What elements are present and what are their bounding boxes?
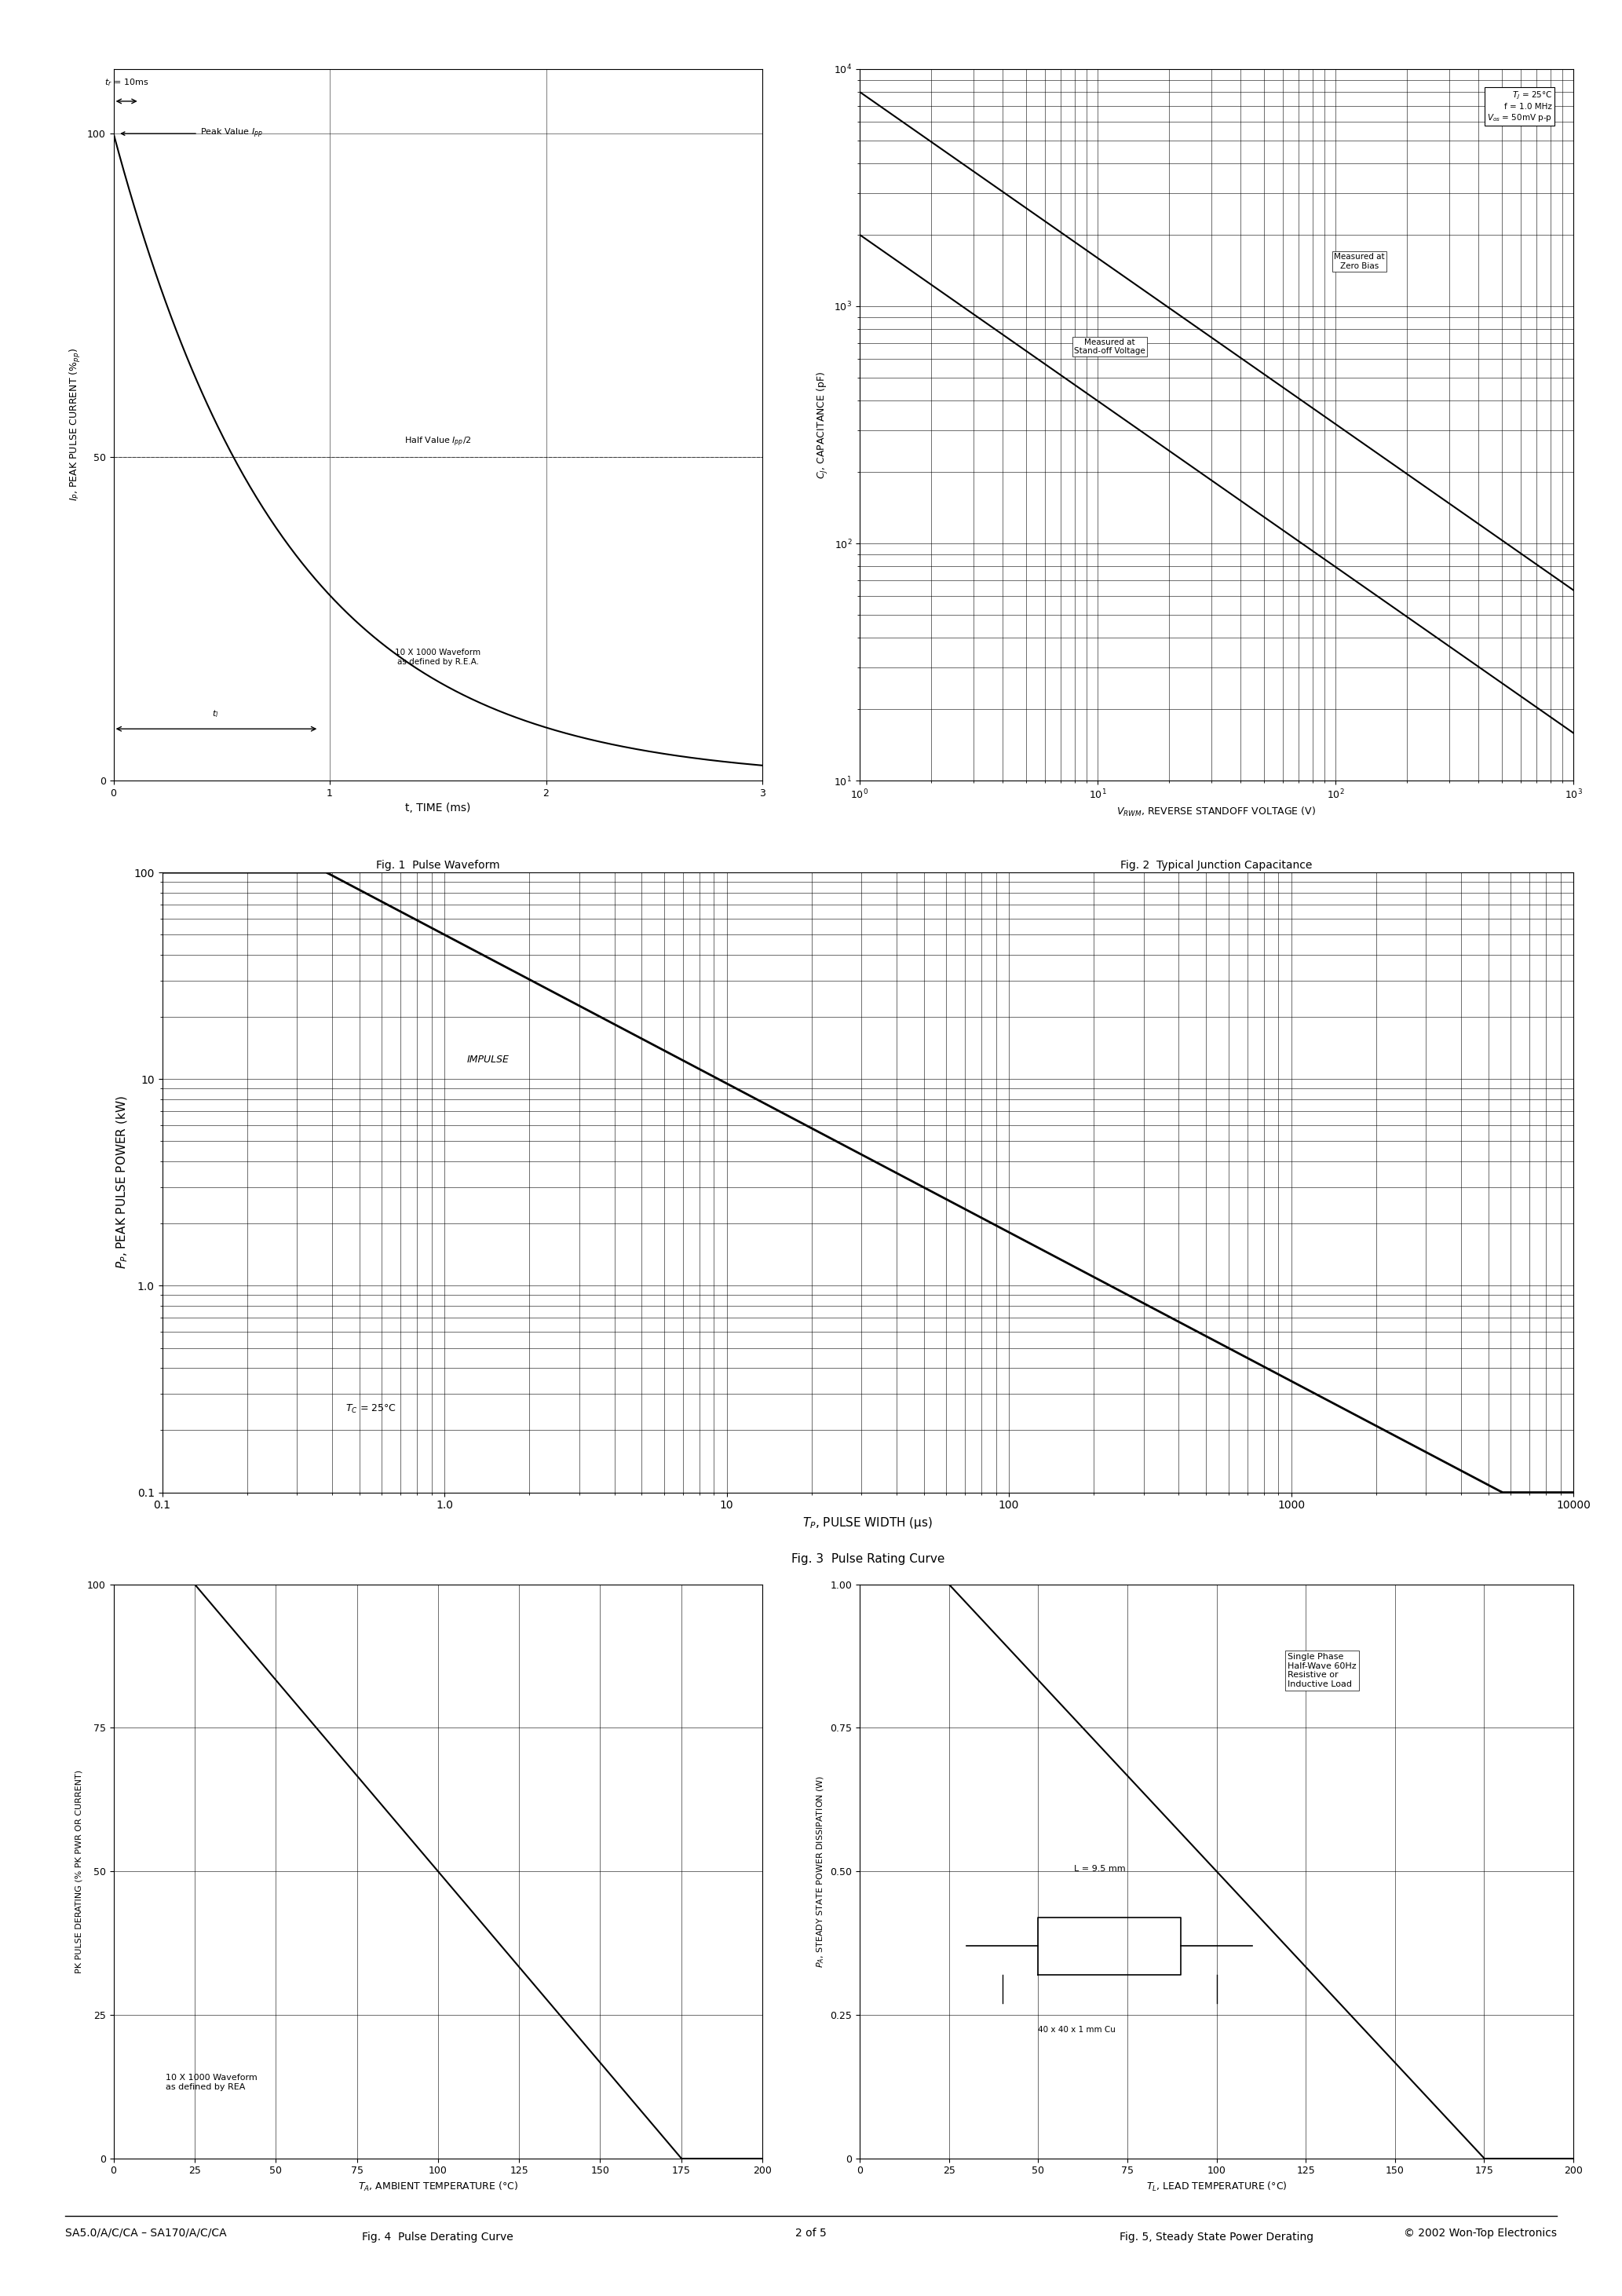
Y-axis label: $I_P$, PEAK PULSE CURRENT ($\%_{pp}$): $I_P$, PEAK PULSE CURRENT ($\%_{pp}$) [68, 349, 83, 501]
Text: IMPULSE: IMPULSE [467, 1054, 509, 1065]
Text: 40 x 40 x 1 mm Cu: 40 x 40 x 1 mm Cu [1038, 2025, 1116, 2034]
Y-axis label: $P_P$, PEAK PULSE POWER (kW): $P_P$, PEAK PULSE POWER (kW) [115, 1095, 130, 1270]
X-axis label: t, TIME (ms): t, TIME (ms) [406, 804, 470, 813]
X-axis label: $T_A$, AMBIENT TEMPERATURE (°C): $T_A$, AMBIENT TEMPERATURE (°C) [358, 2181, 517, 2193]
Text: Measured at
Zero Bias: Measured at Zero Bias [1333, 253, 1385, 269]
Y-axis label: $C_J$, CAPACITANCE (pF): $C_J$, CAPACITANCE (pF) [816, 372, 829, 478]
Text: $t_r$ = 10ms: $t_r$ = 10ms [104, 78, 149, 87]
Title: Fig. 4  Pulse Derating Curve: Fig. 4 Pulse Derating Curve [362, 2232, 514, 2243]
Text: $T_C$ = 25°C: $T_C$ = 25°C [345, 1403, 396, 1414]
Title: Fig. 3  Pulse Rating Curve: Fig. 3 Pulse Rating Curve [792, 1552, 944, 1566]
Text: Half Value $I_{pp}/2$: Half Value $I_{pp}/2$ [404, 436, 472, 448]
Text: $T_J$ = 25°C
f = 1.0 MHz
$V_{os}$ = 50mV p-p: $T_J$ = 25°C f = 1.0 MHz $V_{os}$ = 50mV… [1487, 90, 1552, 124]
Text: 2 of 5: 2 of 5 [795, 2227, 827, 2239]
Title: Fig. 1  Pulse Waveform: Fig. 1 Pulse Waveform [376, 861, 500, 870]
Text: 10 X 1000 Waveform
as defined by R.E.A.: 10 X 1000 Waveform as defined by R.E.A. [396, 650, 480, 666]
Text: $t_l$: $t_l$ [212, 707, 219, 719]
Text: L = 9.5 mm: L = 9.5 mm [1074, 1864, 1126, 1874]
X-axis label: $T_L$, LEAD TEMPERATURE (°C): $T_L$, LEAD TEMPERATURE (°C) [1147, 2181, 1286, 2193]
Y-axis label: PK PULSE DERATING (% PK PWR OR CURRENT): PK PULSE DERATING (% PK PWR OR CURRENT) [75, 1770, 83, 1972]
Text: Single Phase
Half-Wave 60Hz
Resistive or
Inductive Load: Single Phase Half-Wave 60Hz Resistive or… [1288, 1653, 1356, 1688]
Text: 10 X 1000 Waveform
as defined by REA: 10 X 1000 Waveform as defined by REA [165, 2073, 258, 2092]
Y-axis label: $P_A$, STEADY STATE POWER DISSIPATION (W): $P_A$, STEADY STATE POWER DISSIPATION (W… [814, 1775, 826, 1968]
Text: Measured at
Stand-off Voltage: Measured at Stand-off Voltage [1074, 338, 1145, 356]
Text: © 2002 Won-Top Electronics: © 2002 Won-Top Electronics [1405, 2227, 1557, 2239]
X-axis label: $T_P$, PULSE WIDTH (µs): $T_P$, PULSE WIDTH (µs) [803, 1515, 933, 1531]
Text: SA5.0/A/C/CA – SA170/A/C/CA: SA5.0/A/C/CA – SA170/A/C/CA [65, 2227, 227, 2239]
X-axis label: $V_{RWM}$, REVERSE STANDOFF VOLTAGE (V): $V_{RWM}$, REVERSE STANDOFF VOLTAGE (V) [1118, 806, 1315, 817]
Title: Fig. 5, Steady State Power Derating: Fig. 5, Steady State Power Derating [1119, 2232, 1314, 2243]
Title: Fig. 2  Typical Junction Capacitance: Fig. 2 Typical Junction Capacitance [1121, 861, 1312, 870]
Text: Peak Value $I_{pp}$: Peak Value $I_{pp}$ [122, 126, 263, 140]
